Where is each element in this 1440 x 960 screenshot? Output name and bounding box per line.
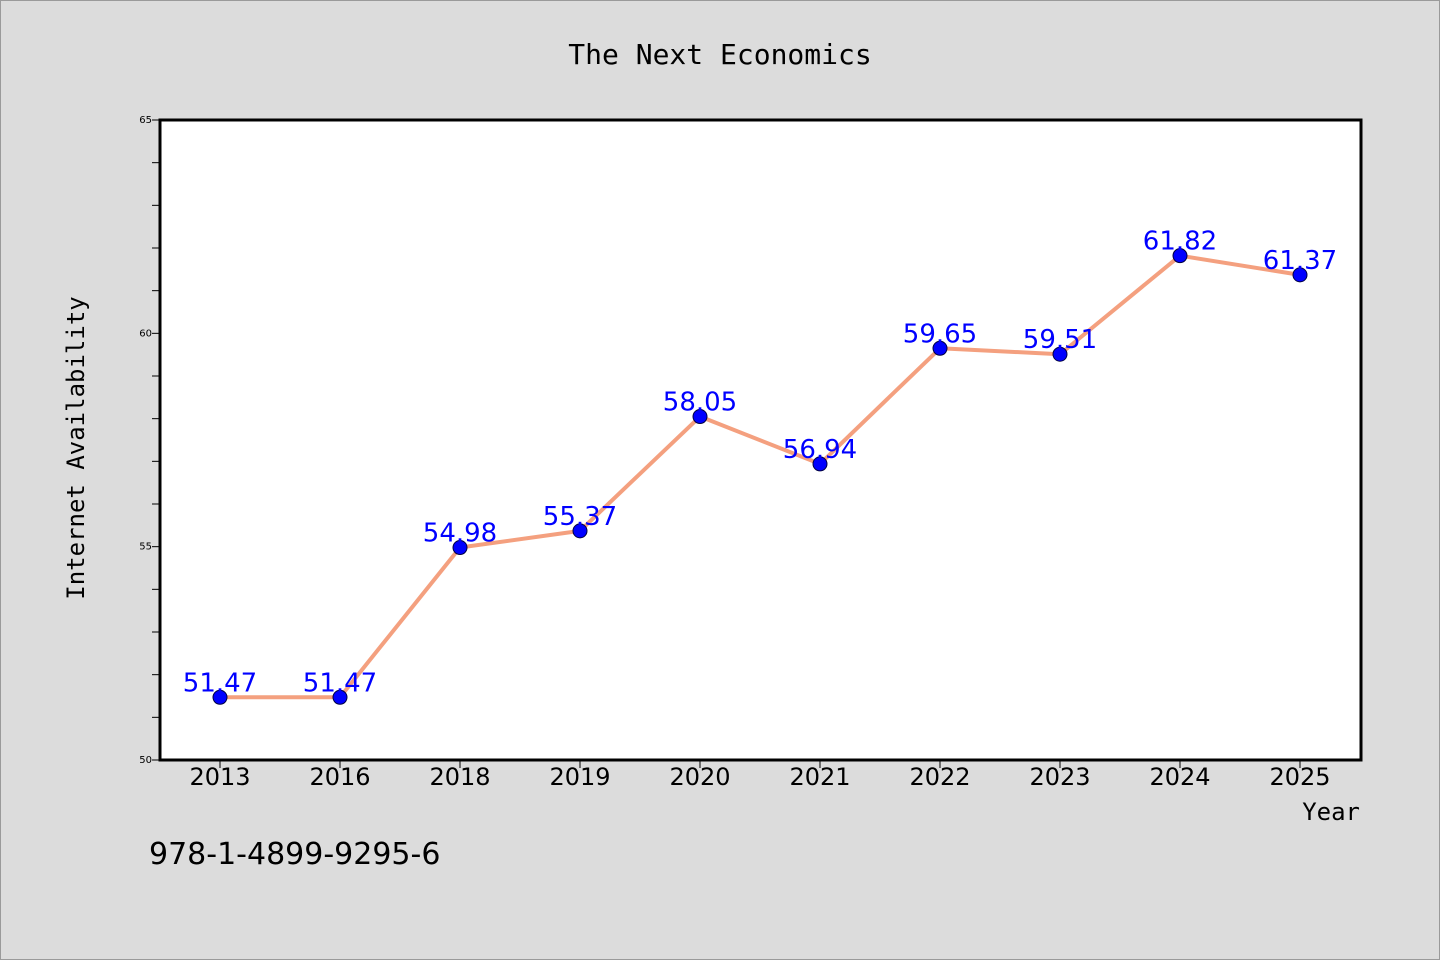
series-line xyxy=(218,253,1302,700)
x-tick-label: 2023 xyxy=(1029,763,1090,791)
data-label: 59.51 xyxy=(1023,325,1097,355)
data-label: 54.98 xyxy=(423,519,497,549)
x-tick-label: 2024 xyxy=(1149,763,1210,791)
x-tick-label: 2018 xyxy=(429,763,490,791)
y-tick-label: 60 xyxy=(139,328,152,339)
x-tick-label: 2016 xyxy=(309,763,370,791)
x-tick-label: 2013 xyxy=(189,763,250,791)
data-label: 61.82 xyxy=(1143,227,1217,257)
data-label: 51.47 xyxy=(303,668,377,698)
data-label: 58.05 xyxy=(663,388,737,418)
x-tick-label: 2020 xyxy=(669,763,730,791)
data-point xyxy=(572,523,588,539)
data-label: 56.94 xyxy=(783,435,857,465)
x-axis: 2013 2016 2018 2019 2020 2021 2022 2023 2024 2025 xyxy=(189,760,1331,791)
data-point xyxy=(452,540,468,556)
y-tick-label: 50 xyxy=(139,755,152,766)
data-point xyxy=(332,689,348,705)
data-labels: 51.47 51.47 54.98 55.37 58.05 56.94 59.65 59.51… xyxy=(183,227,1337,699)
series-polyline xyxy=(218,253,1302,700)
data-point xyxy=(1052,346,1068,362)
data-label: 55.37 xyxy=(543,502,617,532)
data-label: 51.47 xyxy=(183,668,257,698)
x-tick-label: 2019 xyxy=(549,763,610,791)
data-point xyxy=(692,409,708,425)
chart-title: The Next Economics xyxy=(568,38,871,71)
data-point xyxy=(212,689,228,705)
x-tick-label: 2025 xyxy=(1269,763,1330,791)
data-label: 59.65 xyxy=(903,319,977,349)
y-tick-label: 65 xyxy=(139,115,152,126)
y-axis: 50 55 60 65 xyxy=(139,115,160,766)
x-tick-label: 2021 xyxy=(789,763,850,791)
x-tick-label: 2022 xyxy=(909,763,970,791)
series-markers xyxy=(212,248,1308,705)
data-point xyxy=(1292,267,1308,283)
data-point xyxy=(932,340,948,356)
x-axis-title: Year xyxy=(1302,798,1360,826)
isbn-text: 978-1-4899-9295-6 xyxy=(149,837,440,872)
data-point xyxy=(812,456,828,472)
y-tick-label: 55 xyxy=(139,542,152,553)
data-point xyxy=(1172,248,1188,264)
data-label: 61.37 xyxy=(1263,246,1337,276)
y-axis-title: Internet Availability xyxy=(62,296,90,599)
